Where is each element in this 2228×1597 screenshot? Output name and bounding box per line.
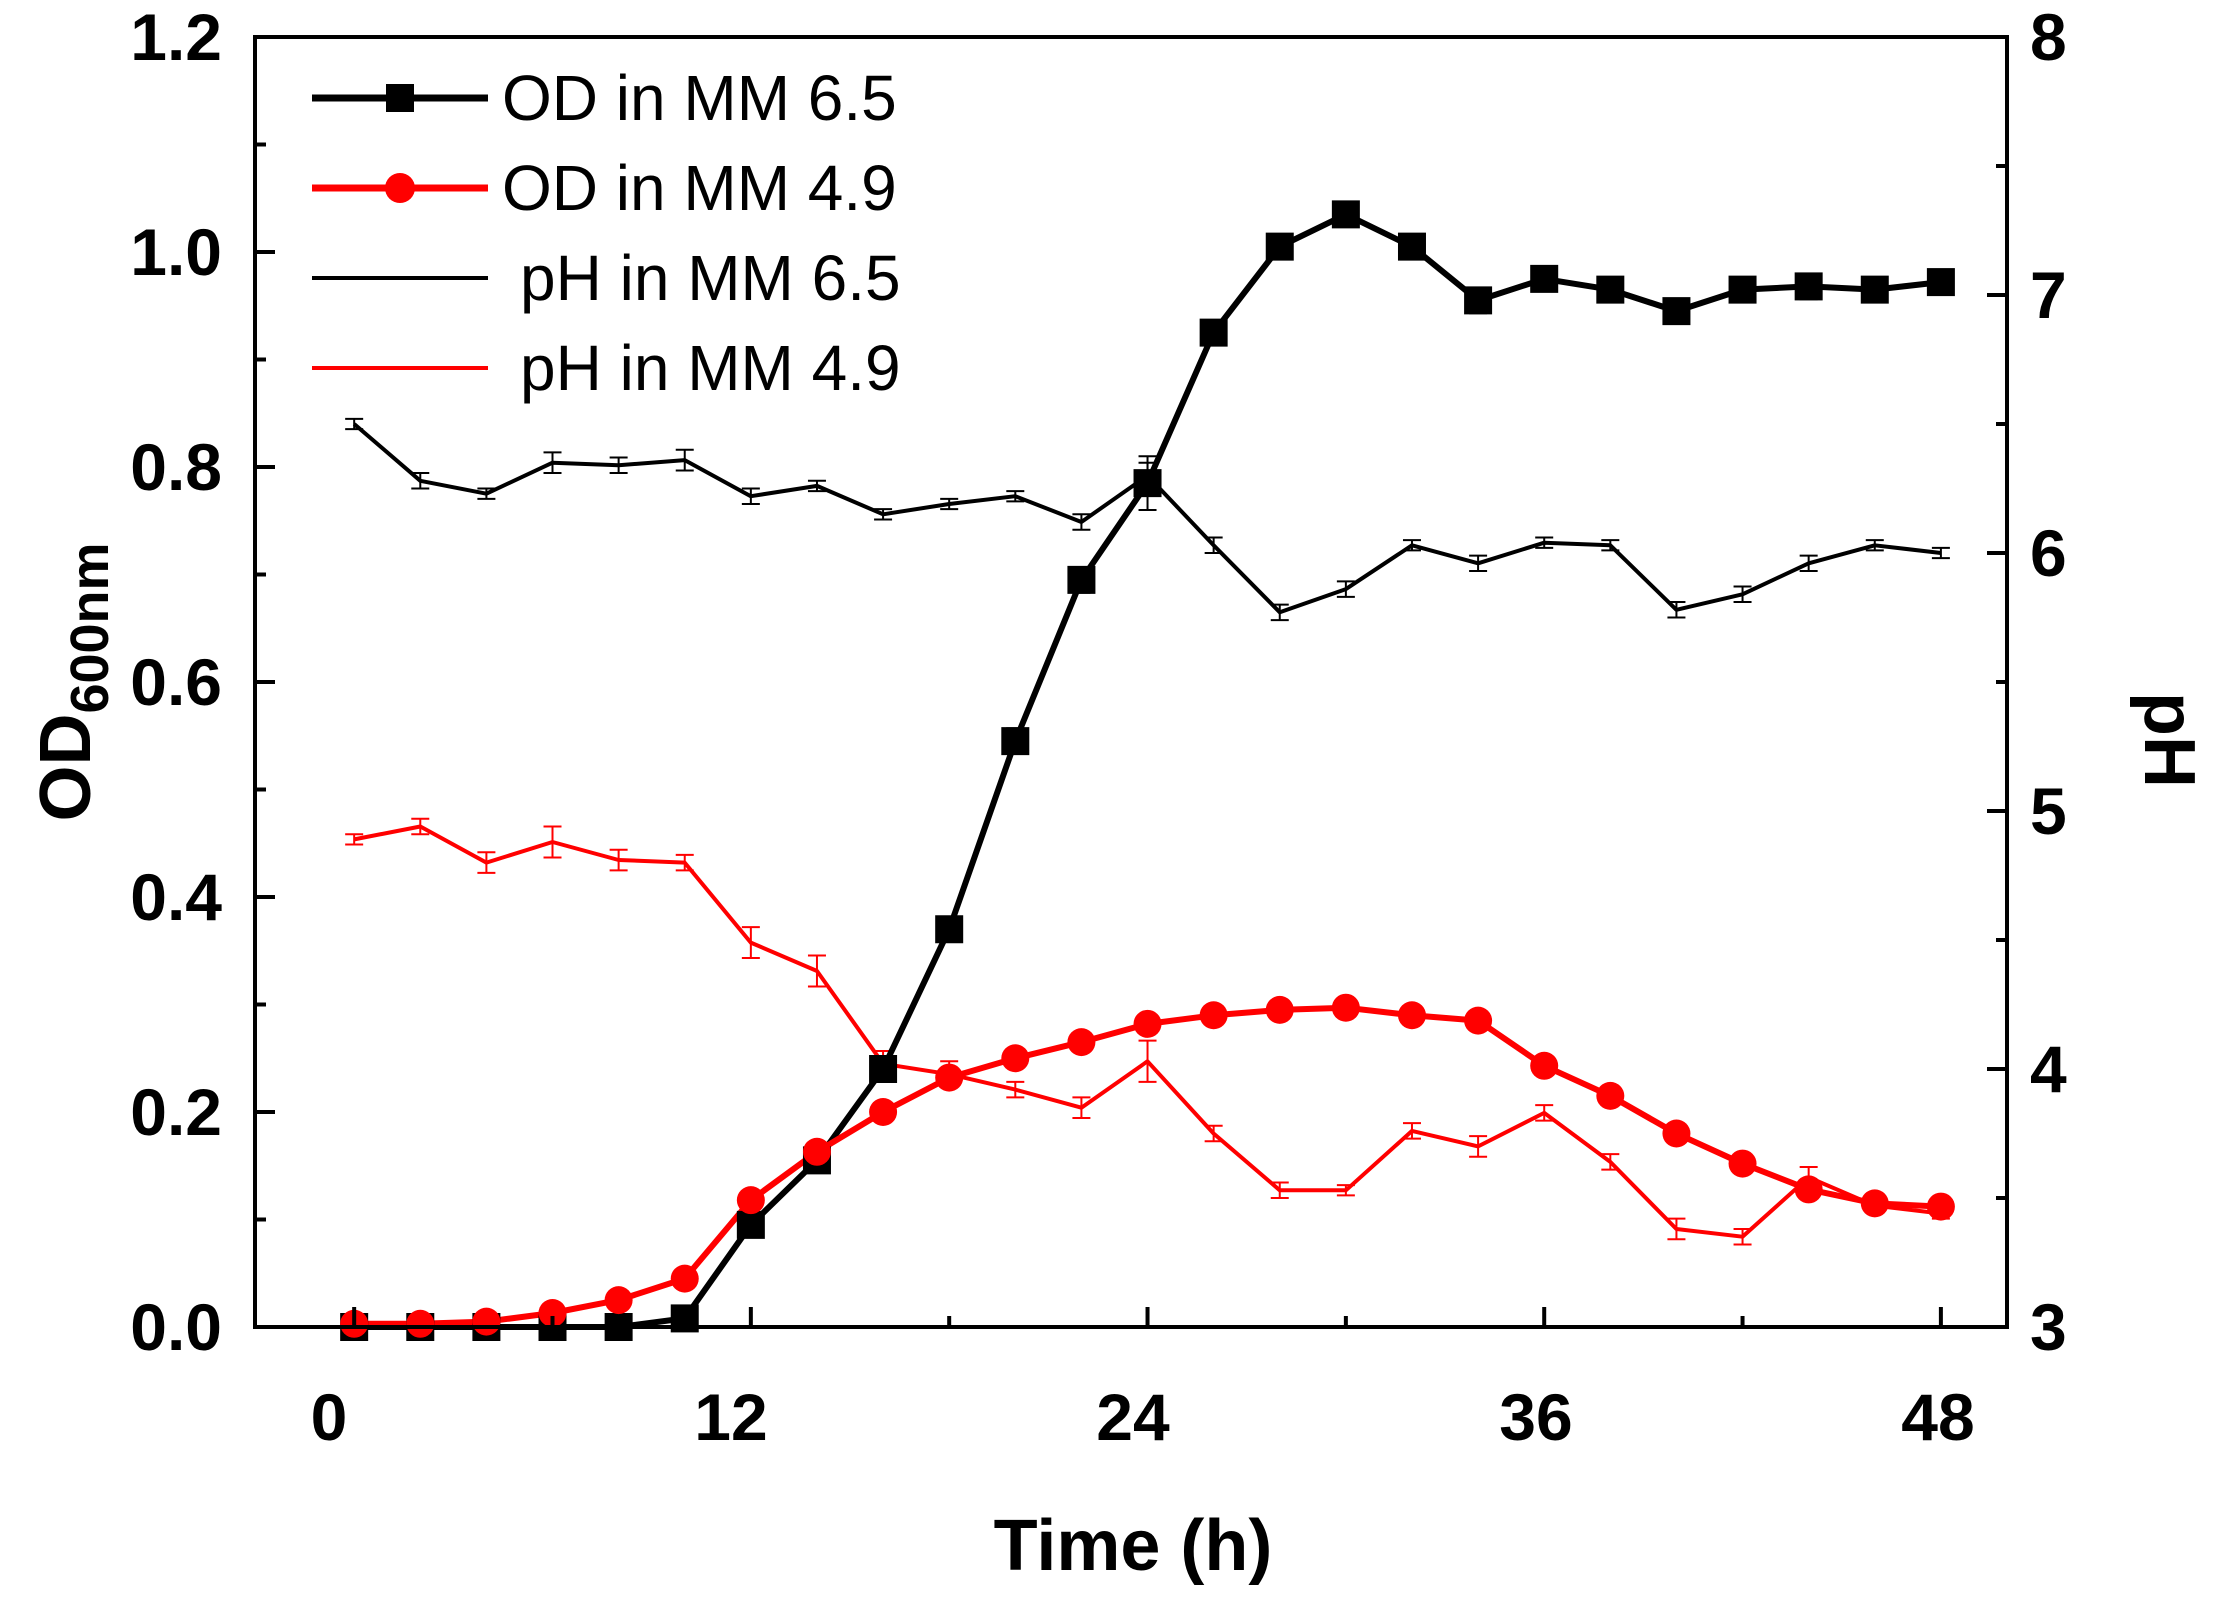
x-tick-label: 36 [1499, 1380, 1572, 1454]
y-tick-label: 0.8 [130, 430, 222, 504]
data-point-od_49 [1926, 1192, 1955, 1221]
legend-circle-marker-icon [385, 173, 415, 203]
data-point-od_65 [1199, 318, 1228, 347]
x-tick-label: 24 [1096, 1380, 1170, 1454]
data-point-od_49 [1860, 1189, 1889, 1218]
ticks-layer [255, 35, 2007, 1329]
data-point-od_65 [1926, 268, 1955, 297]
y-tick-labels-left: 0.0 0.2 0.4 0.6 0.8 1.0 1.2 [130, 0, 222, 1364]
data-point-od_65 [1596, 275, 1625, 304]
data-point-od_65 [1662, 297, 1691, 326]
data-point-od_49 [538, 1299, 567, 1328]
data-point-od_49 [670, 1264, 699, 1293]
y2-tick-label: 6 [2030, 516, 2067, 590]
data-point-od_65 [1530, 264, 1559, 293]
data-point-od_65 [1001, 727, 1030, 756]
y-tick-label: 1.0 [130, 215, 222, 289]
legend-label: OD in MM 4.9 [502, 152, 897, 224]
y2-tick-label: 8 [2030, 0, 2067, 74]
y-axis-title-main: OD [26, 714, 106, 822]
data-point-od_49 [1530, 1051, 1559, 1080]
y-axis-title-subscript: 600nm [60, 542, 120, 713]
data-point-od_65 [1133, 469, 1162, 498]
data-point-od_65 [935, 915, 964, 944]
legend-square-marker-icon [386, 84, 414, 112]
data-point-od_65 [1331, 200, 1360, 229]
data-point-od_49 [1199, 1001, 1228, 1030]
x-tick-labels: 0 12 24 36 48 [311, 1380, 1975, 1454]
y-tick-label: 0.0 [130, 1290, 222, 1364]
legend-label: pH in MM 4.9 [520, 332, 901, 404]
data-point-od_49 [1331, 993, 1360, 1022]
y-tick-label: 0.4 [130, 860, 222, 934]
data-point-od_49 [802, 1137, 831, 1166]
y2-tick-label: 7 [2030, 258, 2067, 332]
data-point-od_49 [1662, 1119, 1691, 1148]
series-line-ph_49 [353, 824, 1942, 1239]
legend-entry-ph-65: pH in MM 6.5 [312, 242, 901, 314]
y2-axis-title: pH [2129, 692, 2209, 788]
data-point-od_65 [1265, 232, 1294, 261]
data-point-od_65 [1860, 275, 1889, 304]
y-axis-title: OD600nm [26, 542, 120, 821]
data-point-od_65 [1794, 272, 1823, 301]
data-point-od_49 [1001, 1044, 1030, 1073]
y2-tick-label: 3 [2030, 1290, 2067, 1364]
data-point-od_49 [604, 1286, 633, 1315]
data-point-od_65 [1728, 275, 1757, 304]
legend-entry-ph-49: pH in MM 4.9 [312, 332, 901, 404]
x-axis-title: Time (h) [994, 1506, 1273, 1586]
data-point-od_49 [1265, 995, 1294, 1024]
legend-entry-od-65: OD in MM 6.5 [312, 62, 897, 134]
legend-entry-od-49: OD in MM 4.9 [312, 152, 897, 224]
data-point-od_49 [1397, 1001, 1426, 1030]
y-tick-label: 0.2 [130, 1075, 222, 1149]
data-point-od_65 [869, 1055, 898, 1083]
data-point-od_49 [1067, 1028, 1096, 1057]
legend: OD in MM 6.5 OD in MM 4.9 pH in MM 6.5 p… [312, 62, 901, 404]
data-point-od_65 [1067, 565, 1096, 594]
plot-frame [253, 35, 2009, 1329]
y-tick-labels-right: 3 4 5 6 7 8 [2030, 0, 2067, 1364]
legend-label: pH in MM 6.5 [520, 242, 901, 314]
data-point-od_49 [1133, 1009, 1162, 1038]
data-point-od_49 [869, 1098, 898, 1126]
data-point-od_49 [935, 1063, 964, 1092]
data-point-od_65 [736, 1210, 765, 1239]
data-point-od_49 [1794, 1175, 1823, 1204]
data-point-od_49 [406, 1309, 435, 1338]
legend-label: OD in MM 6.5 [502, 62, 897, 134]
data-point-od_65 [1464, 286, 1493, 315]
y-tick-label: 1.2 [130, 0, 222, 74]
data-point-od_65 [1397, 232, 1426, 261]
y-tick-label: 0.6 [130, 645, 222, 719]
x-tick-label: 0 [311, 1380, 348, 1454]
data-point-od_49 [1728, 1149, 1757, 1178]
x-tick-label: 12 [694, 1380, 767, 1454]
x-tick-label: 48 [1901, 1380, 1974, 1454]
y2-tick-label: 5 [2030, 774, 2067, 848]
data-point-od_49 [1596, 1081, 1625, 1110]
data-point-od_49 [1464, 1006, 1493, 1035]
y2-tick-label: 4 [2030, 1032, 2067, 1106]
data-point-od_49 [472, 1307, 501, 1336]
data-point-od_49 [736, 1186, 765, 1215]
series-line-ph_65 [352, 422, 1942, 615]
